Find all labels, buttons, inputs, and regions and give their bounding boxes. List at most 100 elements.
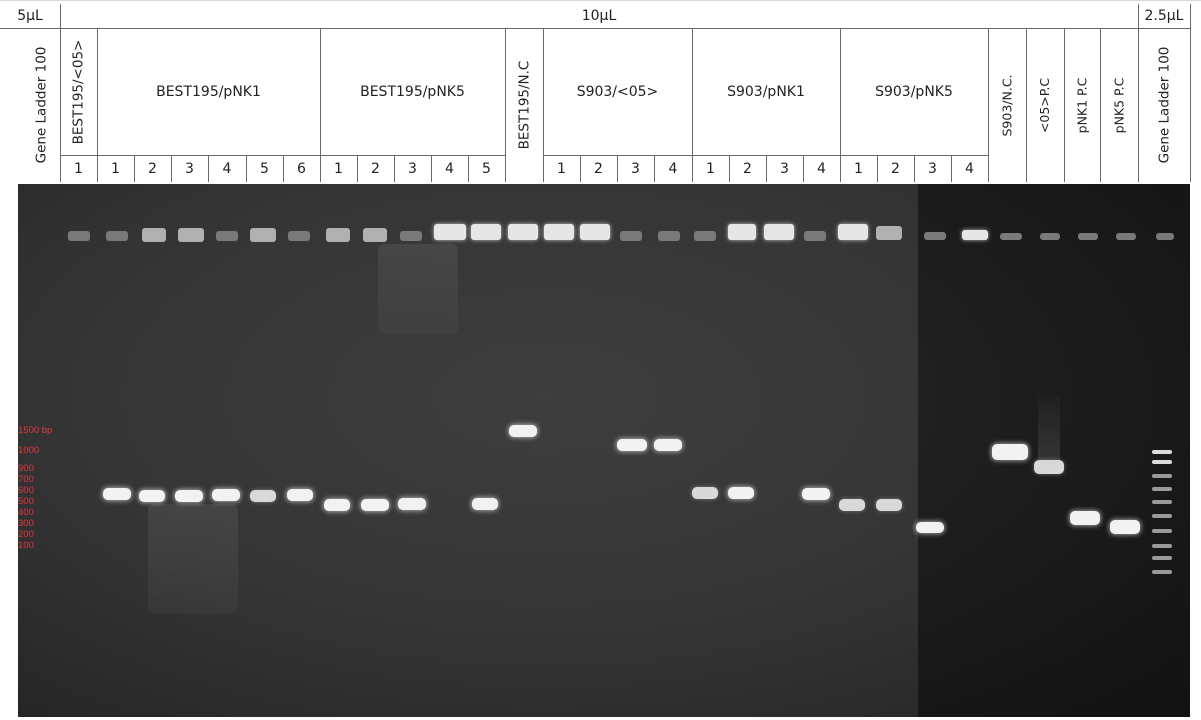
gel-legend-table: 5µL 10µL 2.5µL Gene Ladder 100 BEST195/<… xyxy=(0,0,1201,182)
gel-band xyxy=(175,490,203,502)
lane-number: 2 xyxy=(743,160,752,177)
group-best195-nc: BEST195/N.C xyxy=(505,28,543,182)
ladder-header-right: Gene Ladder 100 xyxy=(1138,28,1190,182)
lane-number: 1 xyxy=(111,160,120,177)
ladder-band xyxy=(1152,460,1172,464)
gel-well xyxy=(508,224,538,240)
lane-number: 3 xyxy=(780,160,789,177)
ladder-band xyxy=(1152,556,1172,560)
lane-number: 1 xyxy=(334,160,343,177)
gel-well xyxy=(142,228,166,242)
group-pc-pnk1: pNK1 P.C xyxy=(1064,28,1100,182)
lane-number: 4 xyxy=(222,160,232,177)
ladder-band xyxy=(1152,474,1172,478)
group-s903-pnk1: S903/pNK1 xyxy=(727,83,805,100)
gel-well xyxy=(178,228,204,242)
gel-well xyxy=(658,231,680,241)
lane-number: 2 xyxy=(594,160,603,177)
lane-number: 4 xyxy=(817,160,826,177)
gel-well xyxy=(580,224,610,240)
gel-band xyxy=(1034,460,1064,474)
table-grid xyxy=(0,0,1201,182)
marker-label: 700 xyxy=(18,474,34,485)
lane-number: 2 xyxy=(148,160,157,177)
volume-label-right: 2.5µL xyxy=(1144,8,1184,24)
gel-well xyxy=(326,228,350,242)
gel-well xyxy=(838,224,868,240)
ladder-label-left: Gene Ladder 100 xyxy=(33,46,49,164)
lane-number: 3 xyxy=(408,160,417,177)
marker-label: 900 xyxy=(18,463,34,474)
lane-number: 3 xyxy=(631,160,640,177)
gel-well xyxy=(544,224,574,240)
lane-number: 1 xyxy=(557,160,566,177)
gel-well xyxy=(962,230,988,240)
group-label: BEST195/<05> xyxy=(70,39,87,144)
gel-well xyxy=(363,228,387,242)
volume-label-left: 5µL xyxy=(17,8,43,24)
gel-band xyxy=(1070,511,1100,525)
marker-label: 1500 bp xyxy=(18,425,53,436)
gel-well xyxy=(620,231,642,241)
lane-number: 1 xyxy=(74,160,83,177)
lane-number: 5 xyxy=(260,160,269,177)
gel-right-panel xyxy=(918,184,1190,717)
ladder-header-left: Gene Ladder 100 xyxy=(22,28,60,182)
gel-band xyxy=(728,487,754,499)
marker-label: 1000 xyxy=(18,445,40,456)
lane-number: 5 xyxy=(482,160,491,177)
gel-band xyxy=(398,498,426,510)
group-label: <05>P.C xyxy=(1037,77,1053,133)
gel-well xyxy=(250,228,276,242)
gel-well xyxy=(1156,233,1174,240)
marker-label: 500 xyxy=(18,496,34,507)
gel-well xyxy=(471,224,501,240)
ladder-band xyxy=(1152,514,1172,518)
group-best195-05: BEST195/<05> xyxy=(60,28,97,155)
gel-well xyxy=(434,224,466,240)
gel-band xyxy=(654,439,682,451)
group-label: BEST195/N.C xyxy=(516,60,532,150)
gel-band xyxy=(617,439,647,451)
group-s903-pnk5: S903/pNK5 xyxy=(875,83,953,100)
marker-label: 300 xyxy=(18,518,34,529)
gel-well xyxy=(1116,233,1136,240)
gel-well xyxy=(924,232,946,240)
group-label: pNK1 P.C xyxy=(1074,77,1090,133)
ladder-band xyxy=(1152,570,1172,574)
gel-band xyxy=(509,425,537,437)
gel-band xyxy=(472,498,498,510)
gel-well xyxy=(764,224,794,240)
gel-band xyxy=(992,444,1028,460)
gel-band xyxy=(139,490,165,502)
gel-band xyxy=(1110,520,1140,534)
lane-number: 4 xyxy=(965,160,974,177)
lane-number: 6 xyxy=(297,160,306,177)
gel-image: 1500 bp 1000 900 700 600 500 400 300 200… xyxy=(18,184,1190,717)
gel-band xyxy=(802,488,830,500)
gel-well xyxy=(804,231,826,241)
ladder-band xyxy=(1152,529,1172,533)
lane-number: 4 xyxy=(668,160,678,177)
gel-band xyxy=(876,499,902,511)
gel-well xyxy=(1078,233,1098,240)
lane-number: 2 xyxy=(371,160,380,177)
gel-band xyxy=(324,499,350,511)
gel-well xyxy=(106,231,128,241)
lane-number: 4 xyxy=(445,160,454,177)
ladder-label-right: Gene Ladder 100 xyxy=(1156,46,1172,164)
gel-band xyxy=(212,489,240,501)
marker-label: 200 xyxy=(18,529,34,540)
gel-well xyxy=(400,231,422,241)
group-best195-pnk1: BEST195/pNK1 xyxy=(156,83,261,100)
group-pc-pnk5: pNK5 P.C xyxy=(1100,28,1138,182)
group-pc-05: <05>P.C xyxy=(1026,28,1064,182)
lane-number: 1 xyxy=(854,160,863,177)
ladder-band xyxy=(1152,500,1172,504)
group-s903-05: S903/<05> xyxy=(576,83,659,100)
marker-label: 600 xyxy=(18,485,34,496)
gel-well xyxy=(694,231,716,241)
gel-well xyxy=(1040,233,1060,240)
gel-well xyxy=(876,226,902,240)
group-s903-nc: S903/N.C. xyxy=(988,28,1026,182)
